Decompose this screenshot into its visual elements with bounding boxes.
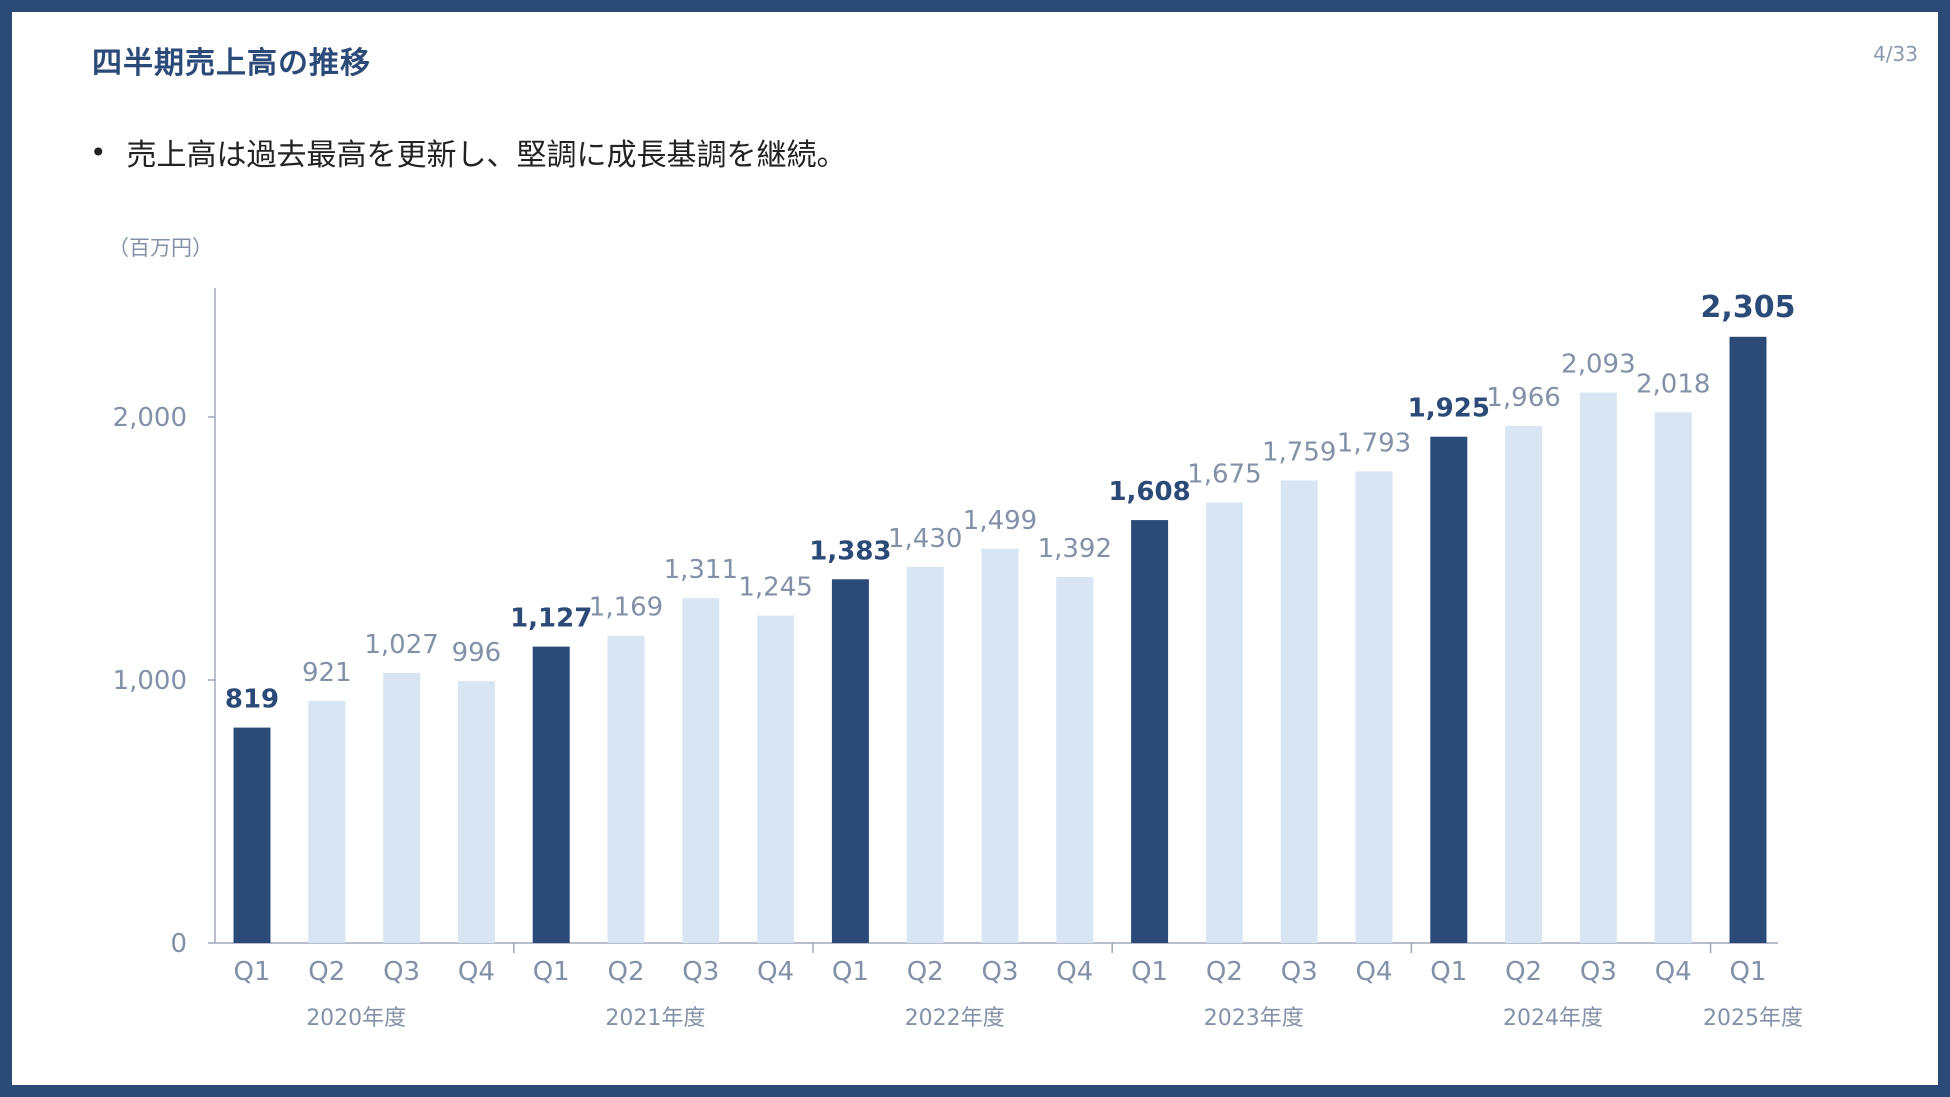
bar <box>906 566 944 943</box>
bar <box>1280 480 1318 943</box>
y-axis-unit-label: （百万円） <box>108 236 213 260</box>
bar <box>1579 392 1617 943</box>
x-category-label: Q4 <box>757 957 794 987</box>
x-category-label: Q4 <box>1355 957 1392 987</box>
x-group-label: 2024年度 <box>1503 1006 1603 1031</box>
x-category-label: Q1 <box>533 957 570 987</box>
x-category-label: Q1 <box>233 957 270 987</box>
x-category-label: Q1 <box>1729 957 1766 987</box>
bar <box>757 615 795 943</box>
x-category-label: Q4 <box>1655 957 1692 987</box>
x-category-label: Q3 <box>383 957 420 987</box>
bar-value-label: 996 <box>452 638 502 668</box>
page-number: 4/33 <box>1873 42 1918 66</box>
x-group-label: 2020年度 <box>306 1006 406 1031</box>
bar <box>233 727 271 943</box>
y-tick-label: 0 <box>170 929 187 959</box>
bar <box>1654 412 1692 943</box>
bar-value-label: 1,245 <box>738 573 812 603</box>
x-category-label: Q3 <box>981 957 1018 987</box>
x-group-label: 2023年度 <box>1204 1006 1304 1031</box>
bar-value-label: 1,966 <box>1486 383 1560 413</box>
x-category-label: Q4 <box>458 957 495 987</box>
bar-value-label: 1,430 <box>888 524 962 554</box>
bar-value-label: 1,027 <box>364 630 438 660</box>
bar-value-label: 1,675 <box>1187 459 1261 489</box>
bar-value-label: 2,093 <box>1561 350 1635 380</box>
x-category-label: Q2 <box>1505 957 1542 987</box>
bar-value-label: 1,392 <box>1038 534 1112 564</box>
bar <box>682 598 720 943</box>
x-category-label: Q2 <box>907 957 944 987</box>
x-category-label: Q1 <box>1131 957 1168 987</box>
bar <box>1430 436 1468 943</box>
bar-value-label: 1,925 <box>1408 394 1490 424</box>
bar <box>1355 471 1393 943</box>
x-category-label: Q4 <box>1056 957 1093 987</box>
bar-value-label: 1,793 <box>1337 428 1411 458</box>
x-category-label: Q3 <box>682 957 719 987</box>
bar <box>383 672 421 943</box>
x-category-label: Q2 <box>1206 957 1243 987</box>
bar <box>1056 576 1094 943</box>
x-category-label: Q3 <box>1281 957 1318 987</box>
x-group-label: 2022年度 <box>905 1006 1005 1031</box>
bar-value-label: 1,608 <box>1108 477 1190 507</box>
bar <box>1131 520 1169 943</box>
bar <box>308 700 346 943</box>
bar-value-label: 1,383 <box>809 536 891 566</box>
x-category-label: Q1 <box>832 957 869 987</box>
x-category-label: Q2 <box>607 957 644 987</box>
bar-value-label: 1,499 <box>963 506 1037 536</box>
bar-value-label: 2,018 <box>1636 369 1710 399</box>
bar <box>457 681 495 943</box>
x-group-label: 2025年度 <box>1703 1006 1803 1031</box>
bar-value-label: 819 <box>225 685 279 715</box>
bar-value-label: 1,169 <box>589 593 663 623</box>
bullet-text: 売上高は過去最高を更新し、堅調に成長基調を継続。 <box>126 138 847 173</box>
bar-value-label: 921 <box>302 658 352 688</box>
y-tick-label: 2,000 <box>113 403 187 433</box>
bar <box>831 579 869 943</box>
bar <box>1729 336 1767 943</box>
x-category-label: Q1 <box>1430 957 1467 987</box>
bullet-dot-icon: • <box>90 135 107 169</box>
bar-value-label: 1,311 <box>664 555 738 585</box>
bullet-point: • 売上高は過去最高を更新し、堅調に成長基調を継続。 <box>90 130 847 174</box>
slide-title: 四半期売上高の推移 <box>92 46 371 81</box>
bar <box>981 548 1019 943</box>
x-category-label: Q3 <box>1580 957 1617 987</box>
bar-value-label: 2,305 <box>1701 290 1796 325</box>
x-category-label: Q2 <box>308 957 345 987</box>
bar-value-label: 1,127 <box>510 604 592 634</box>
bar <box>532 646 570 943</box>
bar-value-label: 1,759 <box>1262 437 1336 467</box>
bar <box>1205 502 1243 943</box>
bar <box>607 635 645 943</box>
x-group-label: 2021年度 <box>605 1006 705 1031</box>
bar <box>1505 425 1543 943</box>
y-tick-label: 1,000 <box>113 666 187 696</box>
